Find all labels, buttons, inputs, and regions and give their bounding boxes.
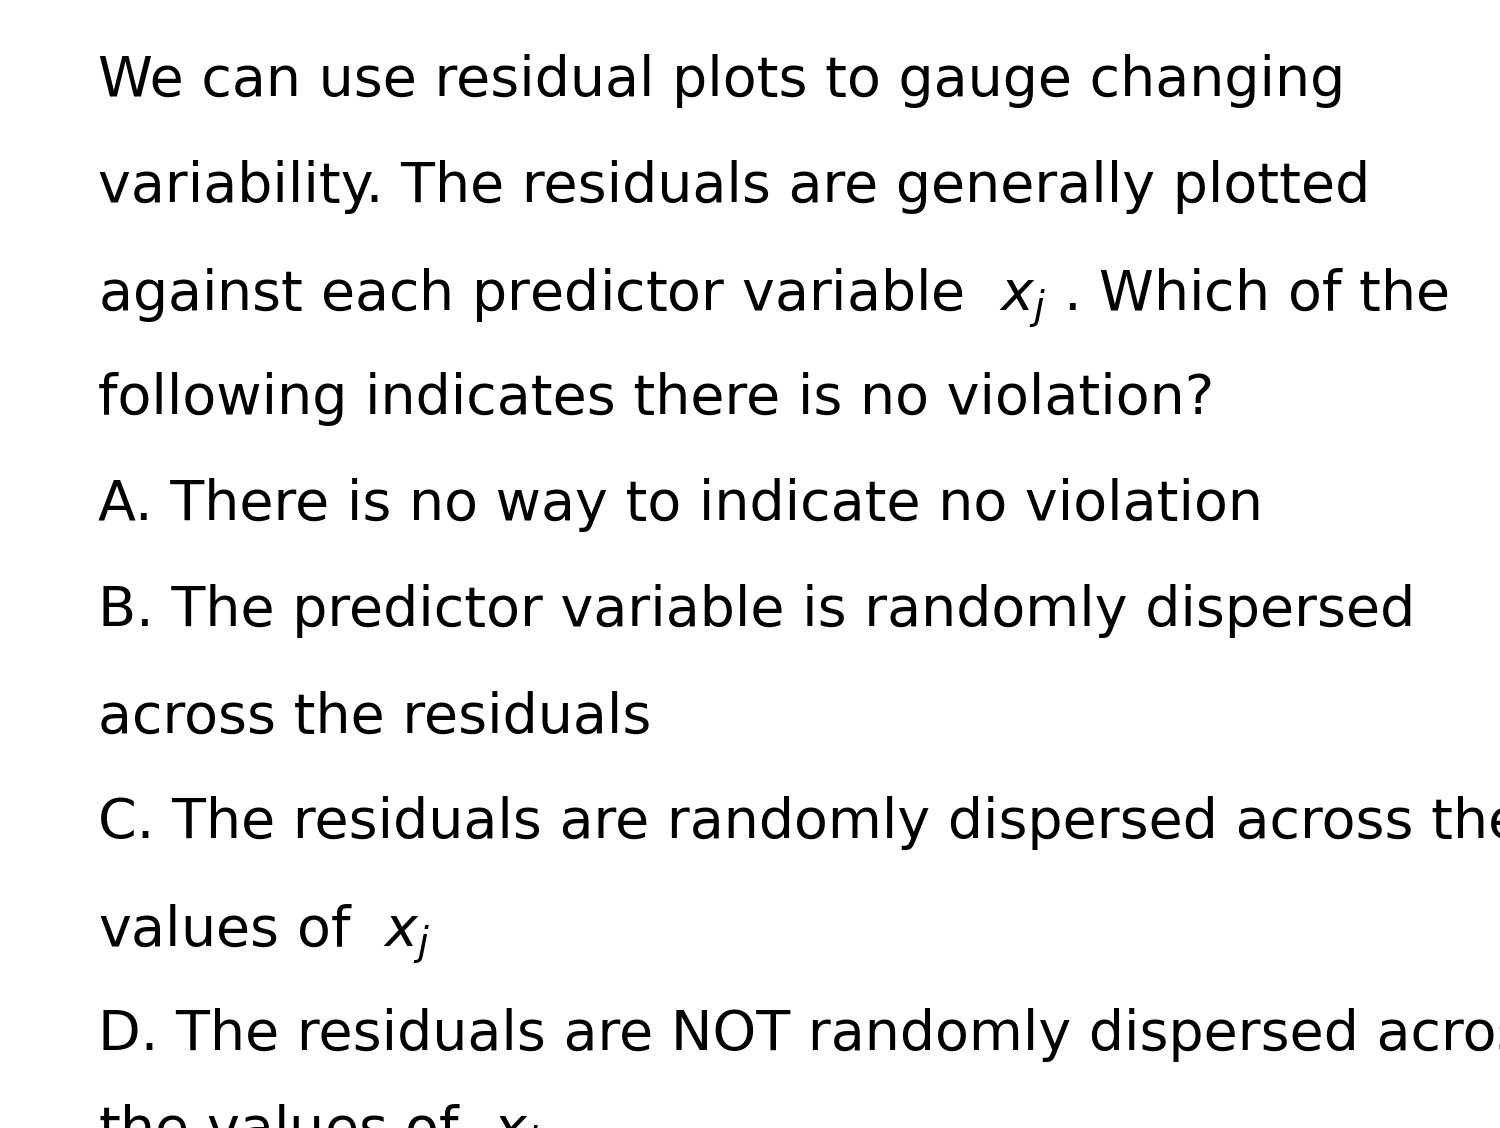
Text: the values of  $x_j$: the values of $x_j$ bbox=[98, 1103, 538, 1128]
Text: C. The residuals are randomly dispersed across the: C. The residuals are randomly dispersed … bbox=[98, 796, 1500, 851]
Text: variability. The residuals are generally plotted: variability. The residuals are generally… bbox=[98, 160, 1370, 214]
Text: values of  $x_j$: values of $x_j$ bbox=[98, 902, 430, 966]
Text: A. There is no way to indicate no violation: A. There is no way to indicate no violat… bbox=[98, 478, 1263, 532]
Text: against each predictor variable  $x_j$ . Which of the: against each predictor variable $x_j$ . … bbox=[98, 266, 1447, 329]
Text: We can use residual plots to gauge changing: We can use residual plots to gauge chang… bbox=[98, 54, 1344, 108]
Text: D. The residuals are NOT randomly dispersed across: D. The residuals are NOT randomly disper… bbox=[98, 1008, 1500, 1063]
Text: across the residuals: across the residuals bbox=[98, 690, 651, 744]
Text: following indicates there is no violation?: following indicates there is no violatio… bbox=[98, 372, 1214, 426]
Text: B. The predictor variable is randomly dispersed: B. The predictor variable is randomly di… bbox=[98, 584, 1414, 638]
